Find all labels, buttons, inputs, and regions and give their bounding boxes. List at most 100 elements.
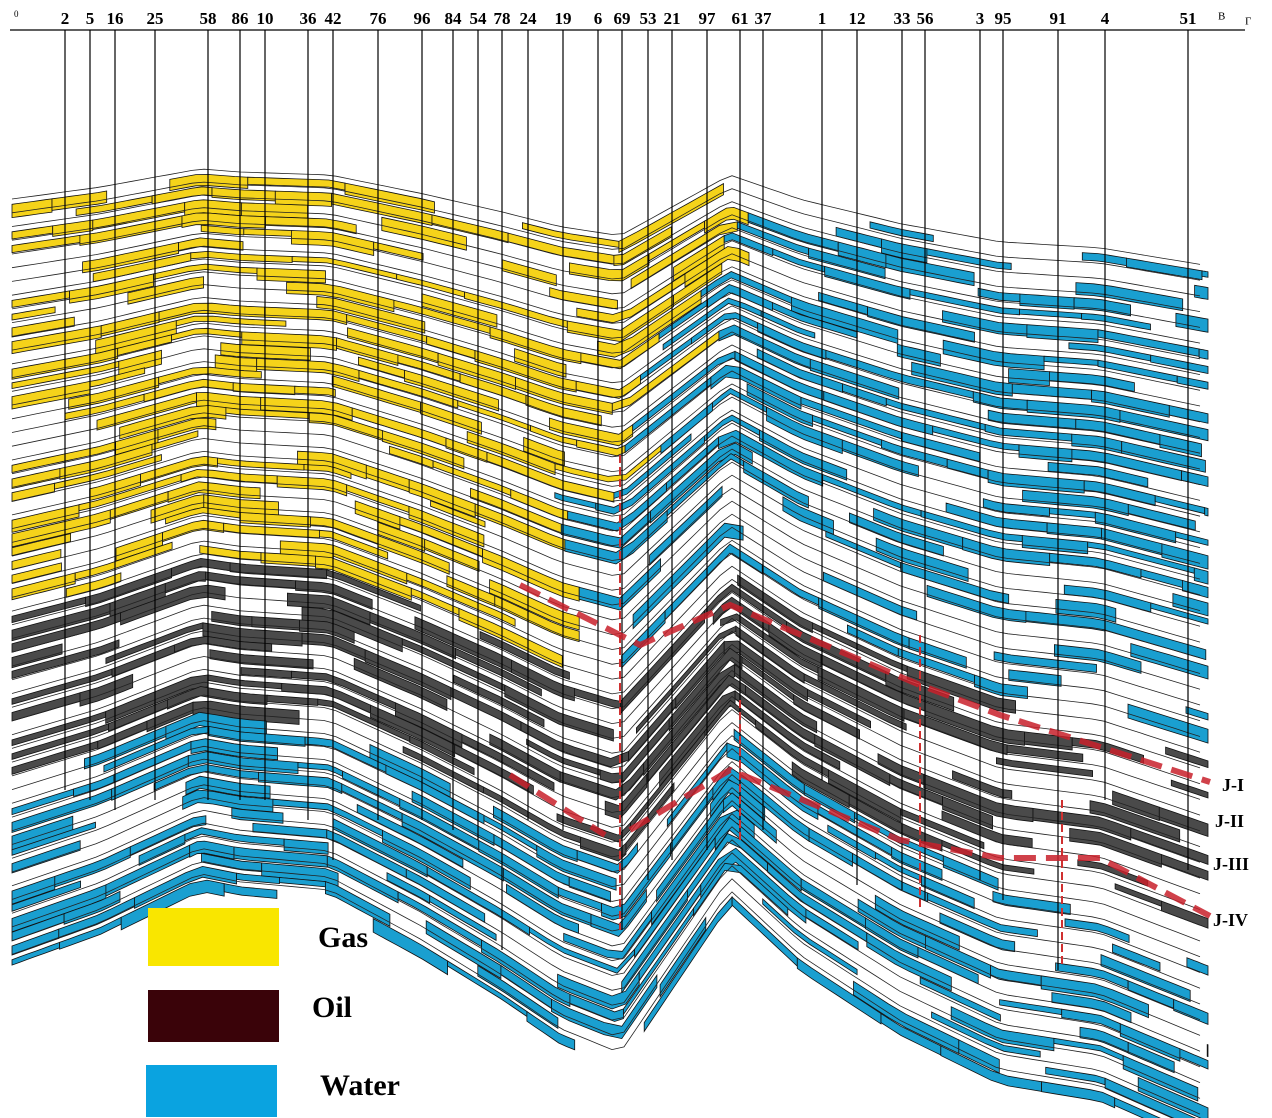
layer-band	[1020, 294, 1074, 309]
layer-band	[12, 307, 55, 320]
layer-band	[240, 513, 310, 528]
horizon-label: J-I	[1222, 775, 1244, 795]
legend-swatch	[148, 908, 279, 966]
layer-band	[1207, 1045, 1208, 1057]
layer-band	[1065, 919, 1129, 943]
layer-band	[366, 465, 409, 492]
layer-band	[1169, 406, 1208, 424]
layer-band	[181, 470, 277, 484]
layer-band	[284, 839, 328, 854]
layer-band	[53, 220, 93, 236]
cross-section: 0 В Г 2516255886103642769684547824196695…	[0, 0, 1272, 1118]
layer-band	[1171, 780, 1208, 798]
layer-band	[978, 288, 1020, 301]
well-label: 36	[300, 9, 317, 28]
layer-band	[550, 288, 618, 310]
well-label: 96	[414, 9, 431, 28]
layer-band	[823, 475, 921, 517]
well-label: 19	[555, 9, 572, 28]
well-label: 84	[445, 9, 463, 28]
well-label: 1	[818, 9, 827, 28]
layer-band	[298, 762, 343, 776]
layer-band	[253, 823, 327, 838]
well-label: 86	[232, 9, 249, 28]
layer-band	[244, 229, 292, 237]
layers	[12, 169, 1208, 1118]
layer-band	[1027, 325, 1098, 343]
well-label: 3	[976, 9, 985, 28]
layer-band	[1180, 1049, 1208, 1069]
well-label: 16	[107, 9, 124, 28]
start-label: 0	[14, 9, 19, 19]
layer-band	[576, 375, 640, 398]
layer-band	[1020, 309, 1082, 318]
layer-band	[218, 458, 305, 470]
layer-band	[252, 617, 300, 631]
layer-band	[947, 459, 988, 479]
layer-band	[943, 340, 1044, 370]
layer-band	[622, 611, 666, 668]
layer-band	[259, 772, 342, 793]
well-label: 56	[917, 9, 934, 28]
end-label: Г	[1245, 16, 1251, 28]
layer-band	[241, 668, 292, 679]
layer-band	[112, 645, 174, 677]
layer-band	[1009, 369, 1050, 386]
well-label: 61	[732, 9, 749, 28]
layer-band	[257, 268, 326, 283]
layer-band	[191, 251, 292, 262]
layer-band	[172, 328, 242, 340]
well-label: 12	[849, 9, 866, 28]
layer-band	[1187, 958, 1208, 975]
layer-band	[1126, 258, 1202, 280]
layer-band	[210, 650, 313, 669]
layer-band	[1012, 384, 1091, 399]
layer-band	[374, 242, 423, 260]
horizon-label: J-III	[1213, 854, 1249, 874]
layer-band	[1195, 285, 1208, 299]
layer-band	[1199, 349, 1208, 359]
layer-band	[1205, 508, 1208, 516]
well-label: 25	[147, 9, 164, 28]
layer-band	[12, 235, 80, 252]
layer-band	[1069, 343, 1151, 361]
layer-band	[1166, 747, 1208, 768]
layer-band	[1050, 508, 1096, 518]
well-label: 4	[1101, 9, 1110, 28]
layer-band	[1019, 445, 1072, 462]
layer-band	[1174, 999, 1208, 1024]
well-label: 51	[1180, 9, 1197, 28]
well-label: 54	[470, 9, 488, 28]
layer-band	[1176, 532, 1208, 546]
well-label: 10	[257, 9, 274, 28]
legend-swatch	[146, 1065, 277, 1117]
layer-band	[1042, 1082, 1115, 1108]
layer-band	[993, 891, 1070, 914]
well-label: 5	[86, 9, 95, 28]
well-label: 76	[370, 9, 387, 28]
layer-band	[1186, 707, 1208, 720]
well-label: 21	[664, 9, 681, 28]
well-label: 37	[755, 9, 773, 28]
well-label: 42	[325, 9, 342, 28]
well-label: 24	[520, 9, 538, 28]
legend-swatch	[148, 990, 279, 1042]
well-label: 78	[494, 9, 511, 28]
well-label: 97	[699, 9, 717, 28]
layer-band	[1202, 271, 1208, 278]
layer-band	[991, 965, 1042, 986]
well-label: 53	[640, 9, 657, 28]
horizon-label: J-II	[1215, 811, 1244, 831]
horizon-label: J-IV	[1213, 910, 1248, 930]
layer-band	[1194, 568, 1208, 584]
well-label: 58	[200, 9, 217, 28]
direction-label: В	[1218, 11, 1225, 23]
legend-label: Water	[320, 1069, 400, 1102]
layer-band	[302, 633, 365, 661]
layer-band	[1176, 313, 1208, 332]
legend-label: Oil	[312, 991, 352, 1024]
well-label: 2	[61, 9, 70, 28]
well-label: 69	[614, 9, 631, 28]
legend-label: Gas	[318, 921, 368, 954]
legend: Gas Oil Water	[146, 908, 400, 1117]
